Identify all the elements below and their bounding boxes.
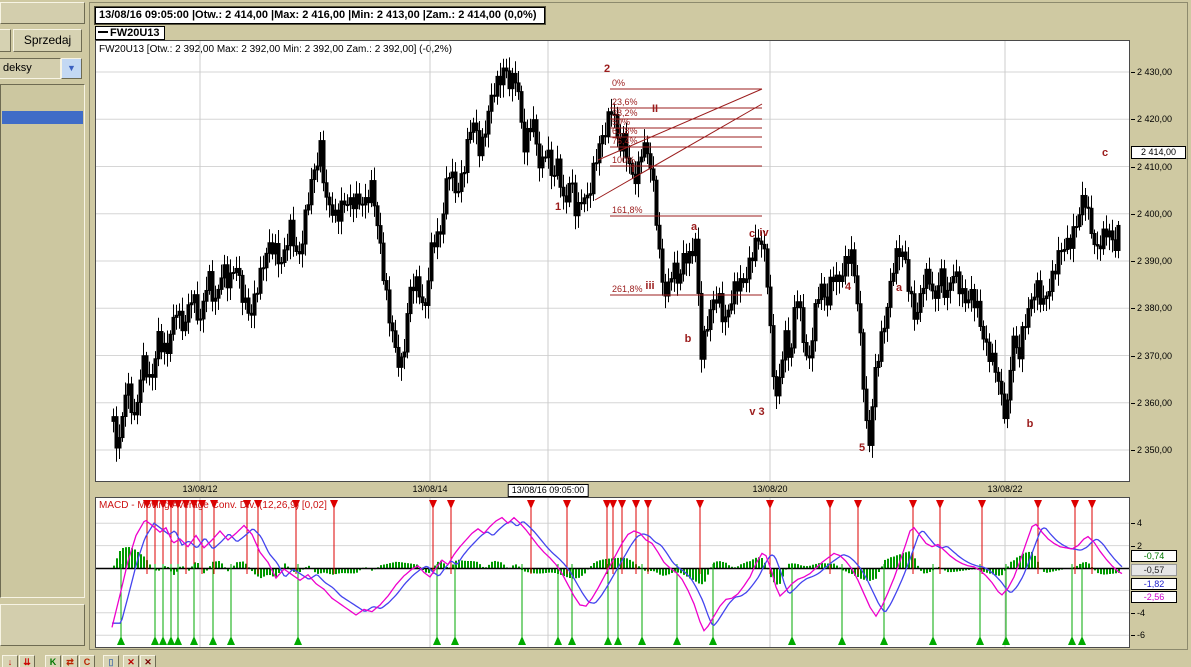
buy-button-partial[interactable] — [0, 29, 11, 52]
date-label: 13/08/20 — [752, 484, 788, 494]
svg-text:a: a — [691, 221, 698, 233]
svg-text:II: II — [652, 103, 658, 115]
date-label: 13/08/22 — [987, 484, 1023, 494]
legend-line-swatch — [98, 31, 108, 34]
svg-text:2: 2 — [604, 63, 610, 75]
price-axis-label: 2 410,00 — [1131, 162, 1172, 172]
price-axis-label: 2 350,00 — [1131, 445, 1172, 455]
svg-text:a: a — [896, 282, 903, 294]
axis-tick — [1131, 119, 1135, 121]
macd-axis-label: 4 — [1131, 518, 1142, 528]
price-axis-label: 2 400,00 — [1131, 209, 1172, 219]
arrow-down-icon[interactable]: ↓ — [2, 655, 18, 667]
macd-value-box: -0,57 — [1131, 564, 1177, 576]
swap-arrows-icon[interactable]: ⇄ — [62, 655, 78, 667]
instrument-list[interactable] — [0, 84, 85, 598]
price-chart-title: FW20U13 [Otw.: 2 392,00 Max: 2 392,00 Mi… — [99, 44, 452, 55]
axis-tick — [1131, 213, 1135, 215]
axis-tick — [1131, 523, 1135, 525]
axis-tick — [1131, 402, 1135, 404]
svg-text:76,4%: 76,4% — [612, 136, 638, 146]
page-icon[interactable]: ▯ — [103, 655, 119, 667]
quote-info-bar: 13/08/16 09:05:00 |Otw.: 2 414,00 |Max: … — [94, 6, 546, 25]
price-axis-label: 2 370,00 — [1131, 351, 1172, 361]
price-axis-label: 2 430,00 — [1131, 67, 1172, 77]
date-label: 13/08/14 — [412, 484, 448, 494]
macd-title: MACD - Moving Average Conv. Div. (12,26,… — [99, 500, 327, 511]
macd-value-box: -1,82 — [1131, 578, 1177, 590]
axis-tick — [1131, 261, 1135, 263]
double-arrow-icon[interactable]: ⇊ — [19, 655, 35, 667]
svg-text:iv: iv — [759, 227, 769, 239]
macd-canvas[interactable] — [96, 498, 1129, 647]
svg-text:4: 4 — [845, 281, 852, 293]
macd-axis-label: -4 — [1131, 608, 1145, 618]
price-axis-label: 2 390,00 — [1131, 256, 1172, 266]
price-axis-label: 2 360,00 — [1131, 398, 1172, 408]
svg-text:23,6%: 23,6% — [612, 97, 638, 107]
c-tool-icon[interactable]: C — [79, 655, 95, 667]
svg-text:b: b — [685, 333, 692, 345]
macd-line — [111, 516, 1123, 632]
axis-tick — [1131, 355, 1135, 357]
grid-layer — [96, 41, 1129, 481]
svg-text:5: 5 — [859, 442, 865, 454]
macd-axis-label: -6 — [1131, 630, 1145, 640]
svg-text:iii: iii — [645, 280, 654, 292]
axis-tick — [1131, 72, 1135, 74]
date-label: 13/08/16 09:05:00 — [507, 484, 589, 497]
svg-text:100%: 100% — [612, 155, 635, 165]
price-axis-label: 2 380,00 — [1131, 303, 1172, 313]
svg-text:0%: 0% — [612, 78, 625, 88]
svg-text:b: b — [1027, 418, 1034, 430]
price-axis-label: 2 420,00 — [1131, 114, 1172, 124]
axis-tick — [1131, 635, 1135, 637]
instrument-group-select[interactable]: deksy — [0, 58, 61, 79]
svg-text:50%: 50% — [612, 117, 630, 127]
macd-axis-label: 2 — [1131, 541, 1142, 551]
macd-value-box: -0,74 — [1131, 550, 1177, 562]
legend-symbol: FW20U13 — [110, 27, 160, 39]
macd-panel[interactable]: MACD - Moving Average Conv. Div. (12,26,… — [95, 497, 1130, 648]
price-chart[interactable]: FW20U13 [Otw.: 2 392,00 Max: 2 392,00 Mi… — [95, 40, 1130, 482]
axis-tick — [1131, 545, 1135, 547]
svg-text:261,8%: 261,8% — [612, 284, 643, 294]
macd-signal-line — [112, 520, 1123, 627]
sidebar-bottom-panel — [0, 604, 85, 646]
svg-text:c: c — [1102, 147, 1108, 159]
last-price-box: 2 414,00 — [1131, 146, 1186, 159]
series-legend: FW20U13 — [95, 26, 165, 40]
fibonacci-layer: 0% 23,6%38,2%50%61,8%76,4% 100% 161,8% 261,8… — [594, 78, 763, 296]
axis-tick — [1131, 308, 1135, 310]
axis-tick — [1131, 612, 1135, 614]
macd-value-box: -2,56 — [1131, 591, 1177, 603]
svg-text:c: c — [749, 228, 755, 240]
buy-signals — [117, 564, 1086, 645]
k-tool-icon[interactable]: K — [45, 655, 61, 667]
sell-signals — [143, 500, 1096, 574]
axis-tick — [1131, 450, 1135, 452]
selected-instrument-row[interactable] — [2, 111, 83, 124]
sidebar-top-panel — [0, 2, 85, 24]
svg-text:v 3: v 3 — [749, 406, 764, 418]
candlestick-canvas[interactable]: 0% 23,6%38,2%50%61,8%76,4% 100% 161,8% 261,8… — [96, 41, 1129, 481]
date-label: 13/08/12 — [182, 484, 218, 494]
svg-text:i: i — [631, 163, 634, 175]
delete-all-icon[interactable]: ✕ — [140, 655, 156, 667]
svg-text:61,8%: 61,8% — [612, 126, 638, 136]
svg-text:1: 1 — [555, 201, 561, 213]
delete-icon[interactable]: ✕ — [123, 655, 139, 667]
candles-layer — [111, 57, 1121, 462]
svg-text:38,2%: 38,2% — [612, 108, 638, 118]
axis-tick — [1131, 166, 1135, 168]
svg-text:161,8%: 161,8% — [612, 205, 643, 215]
sell-button[interactable]: Sprzedaj — [13, 29, 82, 52]
chevron-down-icon[interactable]: ▼ — [61, 58, 82, 79]
